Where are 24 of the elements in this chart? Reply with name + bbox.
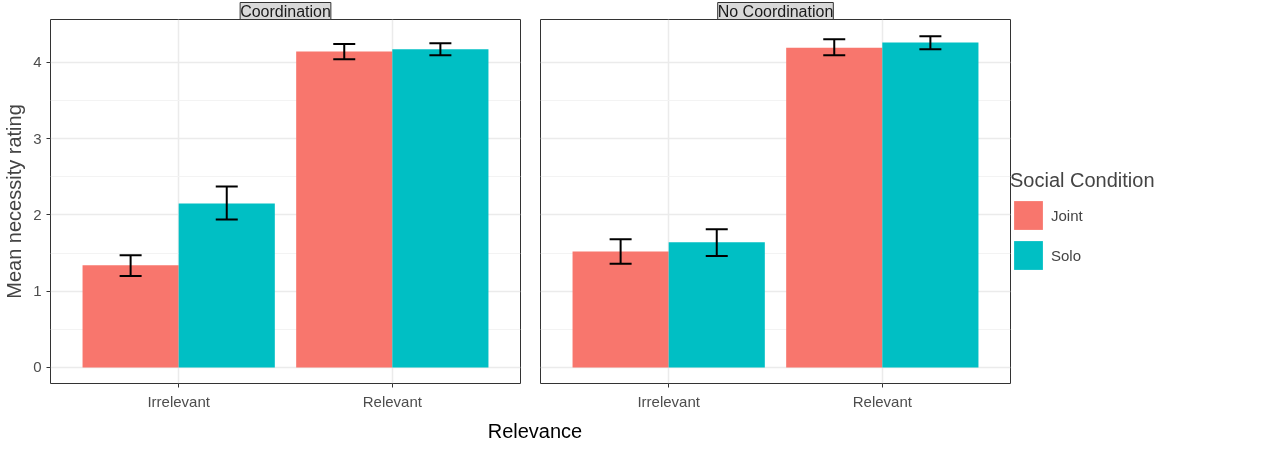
x-tick-label: Relevant xyxy=(852,392,913,410)
bar xyxy=(82,265,179,368)
y-axis-title: Mean necessity rating xyxy=(3,104,26,299)
legend-title: Social Condition xyxy=(1010,169,1155,192)
y-tick-label: 3 xyxy=(33,129,42,147)
chart-title: No Coordination xyxy=(717,2,834,20)
bar xyxy=(296,51,393,368)
legend-label: Joint xyxy=(1051,206,1083,224)
x-tick-label: Relevant xyxy=(362,392,423,410)
bar xyxy=(178,203,275,368)
y-tick-label: 4 xyxy=(33,53,42,71)
x-tick-label: Irrelevant xyxy=(637,392,701,410)
y-tick-label: 0 xyxy=(33,358,42,376)
chart-title: Coordination xyxy=(240,2,331,20)
legend-label: Solo xyxy=(1051,246,1082,264)
bar xyxy=(392,49,489,368)
y-tick-label: 2 xyxy=(33,205,42,223)
y-tick-label: 1 xyxy=(33,282,42,300)
bar xyxy=(572,251,669,368)
x-tick-label: Irrelevant xyxy=(147,392,211,410)
bar xyxy=(882,42,979,368)
bar xyxy=(786,47,883,368)
bar xyxy=(668,242,765,368)
x-axis-title: Relevance xyxy=(487,419,583,444)
